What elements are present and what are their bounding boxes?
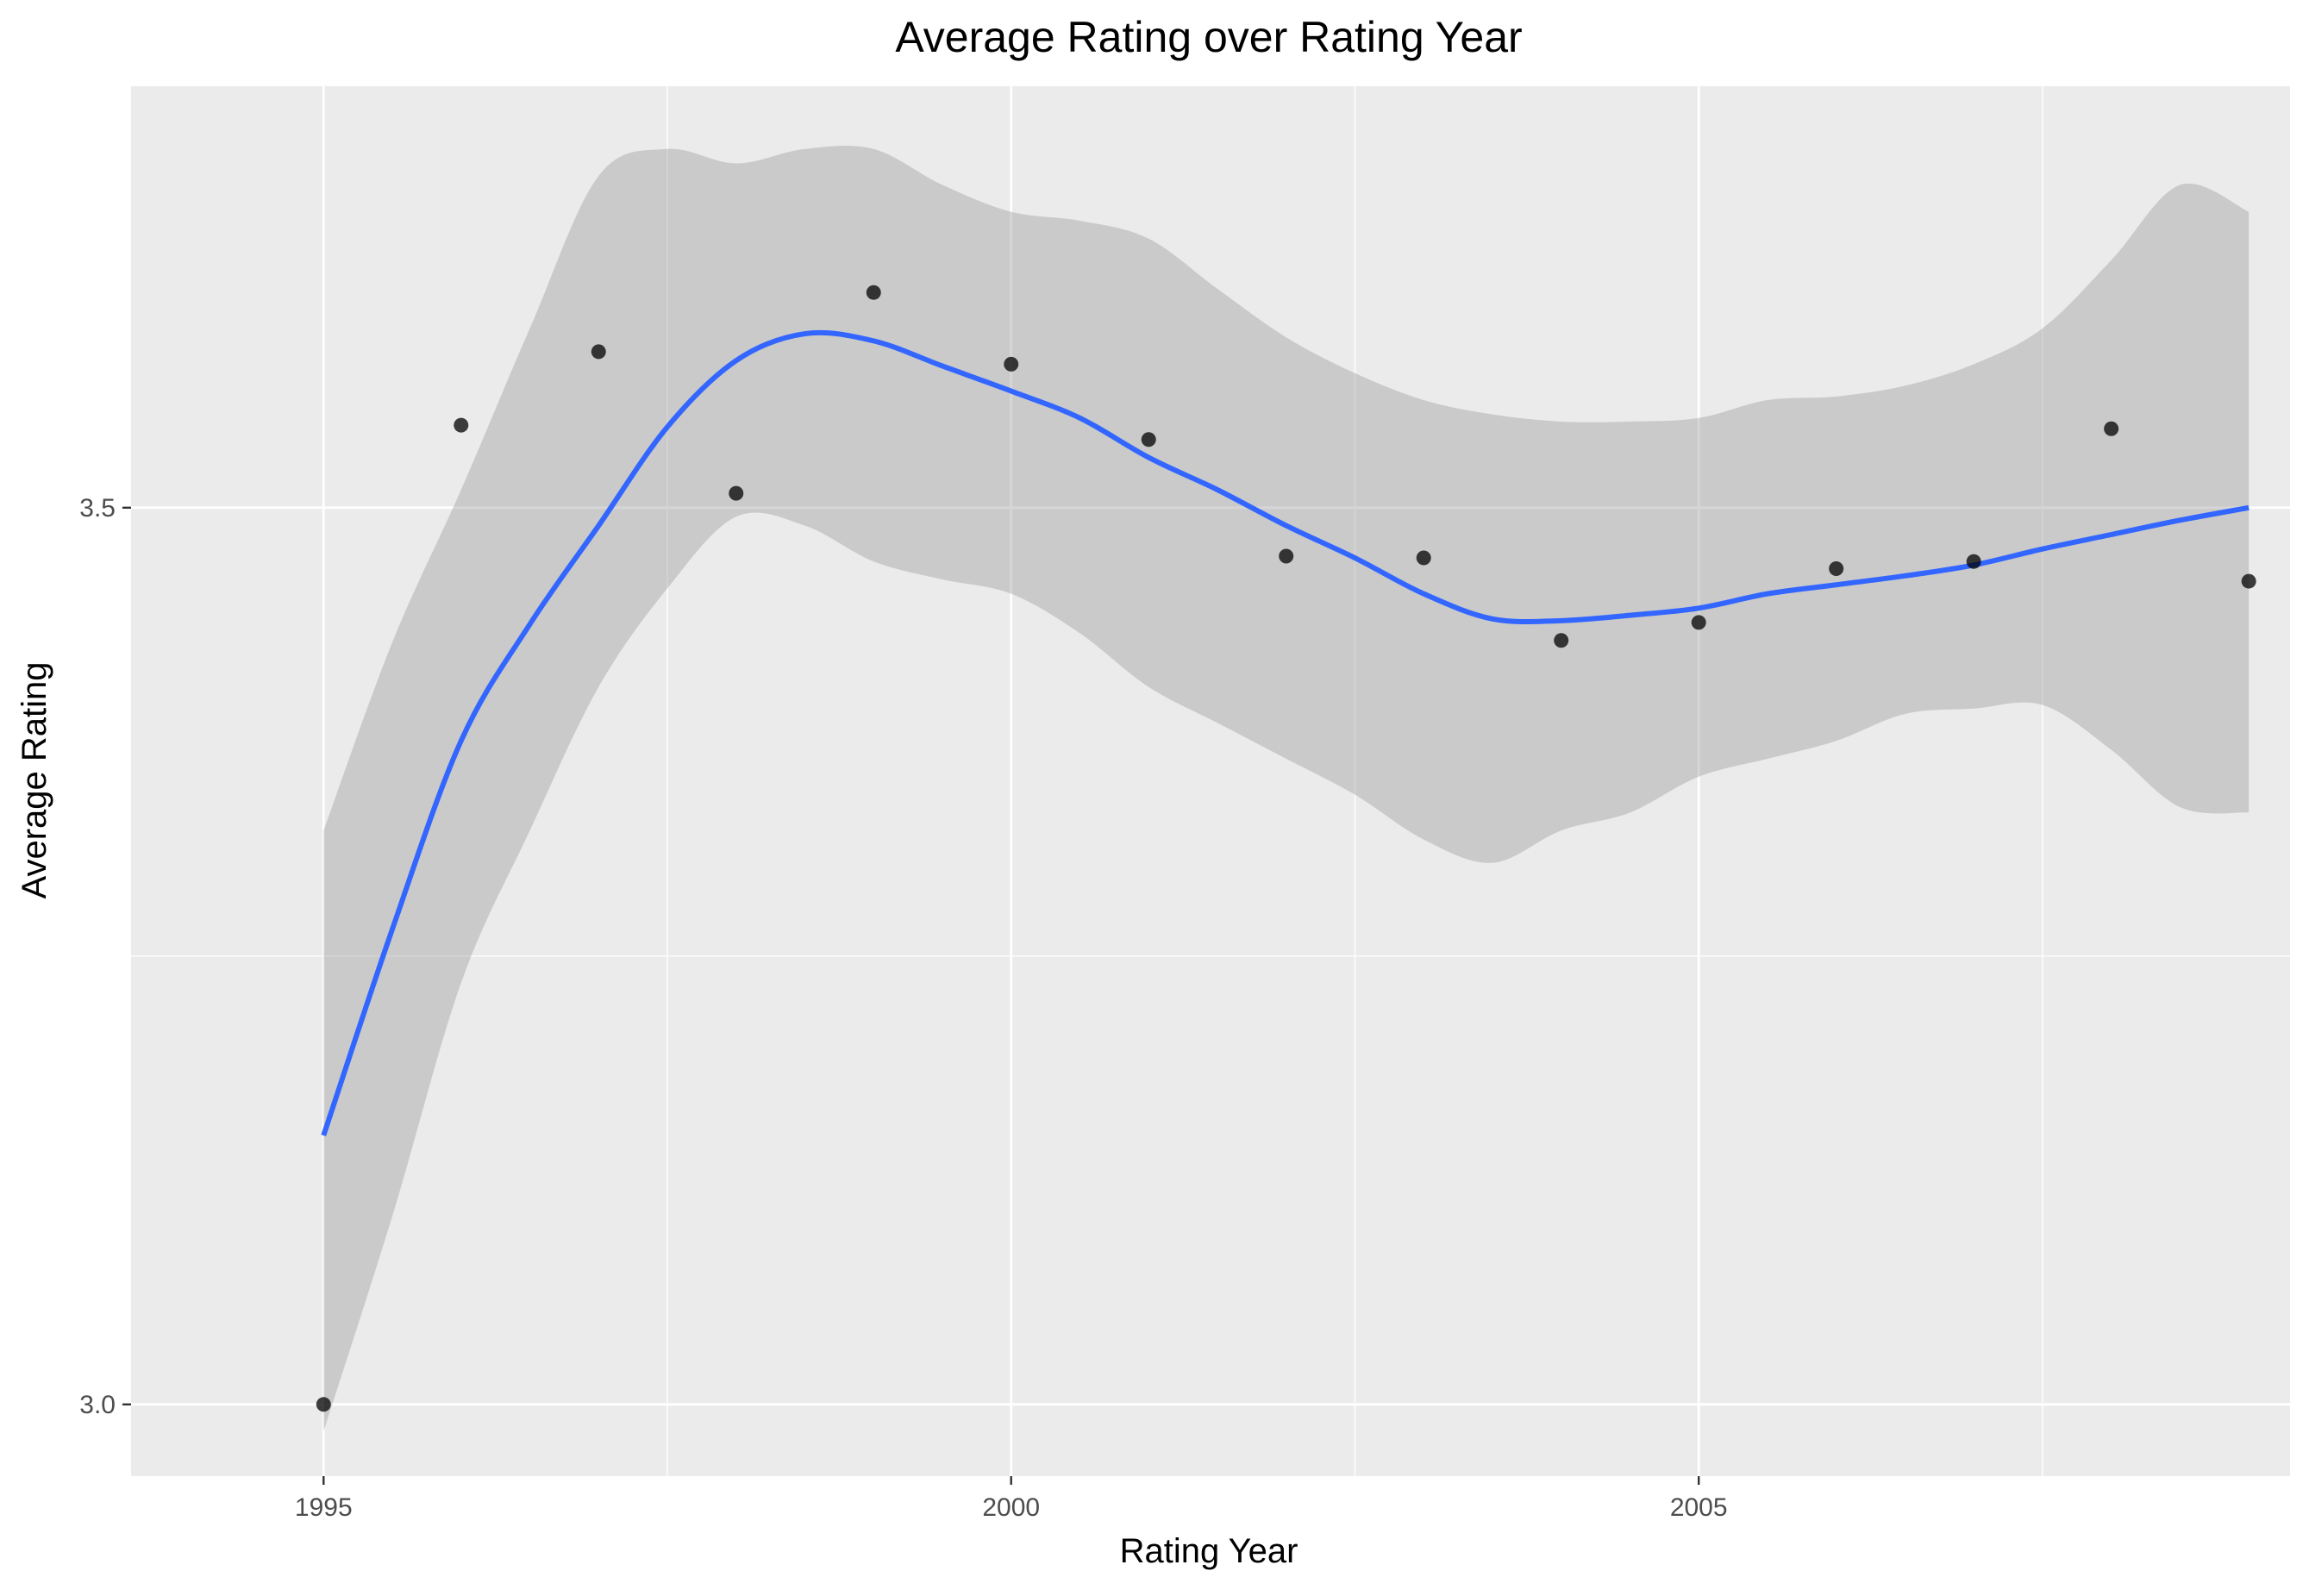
x-tick-label: 1995 [295,1493,353,1522]
data-point [729,485,744,501]
data-points [316,285,2256,1412]
panel-background [131,86,2290,1476]
plot-panel [131,86,2290,1476]
confidence-band-group [323,146,2250,1432]
data-point [866,285,881,300]
chart-title: Average Rating over Rating Year [895,13,1522,61]
x-tick-label: 2000 [982,1493,1040,1522]
y-axis-title: Average Rating [16,662,53,899]
data-point [591,344,606,360]
data-point [316,1397,331,1412]
data-point [1004,356,1019,372]
x-tick-label: 2005 [1670,1493,1728,1522]
gridlines [131,86,2290,1476]
data-point [1279,548,1294,564]
data-point [1966,554,1981,569]
data-point [1416,550,1431,566]
data-point [1554,633,1569,648]
axes: 1995 2000 2005 3.0 3.5 [79,494,1727,1522]
data-point [2104,421,2119,436]
x-axis-title: Rating Year [1120,1532,1298,1570]
smooth-line-group [321,329,2250,1136]
smooth-line [321,329,2250,1136]
data-point [2241,573,2256,589]
data-point [454,417,469,433]
y-tick-label: 3.0 [79,1391,116,1419]
y-tick-label: 3.5 [79,494,116,523]
data-point [1829,561,1844,577]
confidence-band [323,146,2250,1432]
data-point [1691,615,1706,630]
data-point [1141,432,1156,448]
